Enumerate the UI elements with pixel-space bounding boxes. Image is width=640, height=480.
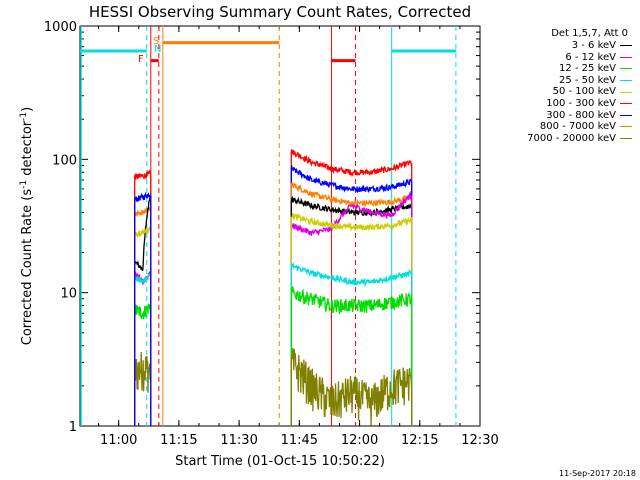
- legend-label: 25 - 50 keV: [558, 74, 616, 86]
- legend-swatch: [620, 91, 632, 93]
- flag-bars: [80, 41, 456, 63]
- series-1-1: [290, 164, 413, 426]
- legend-entry: 12 - 25 keV: [484, 63, 632, 75]
- series-layer: [134, 149, 413, 426]
- plot-frame: [79, 25, 481, 427]
- series-0-3: [134, 192, 152, 426]
- x-tick-label-6: 12:30: [461, 433, 498, 448]
- legend-label: 300 - 800 keV: [546, 109, 616, 121]
- legend-swatch: [620, 114, 632, 116]
- series-1-4: [290, 190, 413, 426]
- legend-swatch: [620, 80, 632, 82]
- x-tick-label-1: 11:15: [160, 433, 197, 448]
- chart-title: HESSI Observing Summary Count Rates, Cor…: [89, 3, 471, 21]
- x-tick-label-4: 12:00: [341, 433, 378, 448]
- series-0-6: [134, 303, 152, 426]
- legend-swatch: [620, 138, 632, 140]
- series-1-3: [290, 195, 413, 426]
- legend-entry: 25 - 50 keV: [484, 75, 632, 87]
- legend-label: 800 - 7000 keV: [539, 121, 616, 133]
- legend-label: 12 - 25 keV: [558, 63, 616, 75]
- series-1-7: [290, 285, 413, 426]
- y-tick-label-0: 1: [69, 420, 77, 435]
- flag-letter-f: F: [138, 54, 144, 65]
- x-tick-label-3: 11:45: [281, 433, 318, 448]
- series-1-8: [290, 347, 413, 426]
- series-0-8: [134, 191, 152, 426]
- series-1-0: [290, 149, 413, 426]
- y-tick-label-2: 100: [52, 153, 77, 168]
- legend-label: 3 - 6 keV: [571, 40, 616, 51]
- y-axis-label-sup2: -1: [19, 112, 29, 121]
- series-0-1: [134, 351, 152, 426]
- series-0-0: [134, 207, 152, 426]
- x-tick-label-0: 11:00: [100, 433, 137, 448]
- series-1-5: [290, 212, 413, 426]
- y-axis-label-base: Corrected Count Rate (s: [20, 189, 35, 346]
- legend-entry: 6 - 12 keV: [484, 52, 632, 64]
- x-tick-label-2: 11:30: [220, 433, 257, 448]
- y-axis-label: Corrected Count Rate (s-1 detector-1): [19, 107, 35, 345]
- legend-entry: 300 - 800 keV: [484, 110, 632, 122]
- series-1-2: [290, 181, 413, 426]
- series-0-7: [134, 169, 152, 426]
- legend-entry: 7000 - 20000 keV: [484, 133, 632, 145]
- y-axis-label-sup1: -1: [19, 180, 29, 189]
- legend-swatch: [620, 126, 632, 128]
- legend-swatch: [620, 68, 632, 70]
- x-axis-label: Start Time (01-Oct-15 10:50:22): [175, 454, 385, 469]
- legend-entries: 3 - 6 keV 6 - 12 keV 12 - 25 keV 25 - 50 ke…: [484, 40, 632, 144]
- series-0-4: [134, 272, 152, 426]
- y-axis: 1 10 100 1000: [44, 20, 480, 435]
- legend-label: 50 - 100 keV: [552, 86, 616, 98]
- legend-entry: 800 - 7000 keV: [484, 121, 632, 133]
- legend-entry: 50 - 100 keV: [484, 86, 632, 98]
- y-axis-label-end: ): [20, 107, 35, 112]
- legend: Det 1,5,7, Att 0 3 - 6 keV 6 - 12 keV 12 -…: [484, 28, 632, 144]
- series-0-5: [134, 226, 152, 426]
- legend-title: Det 1,5,7, Att 0: [551, 28, 628, 39]
- legend-swatch: [620, 56, 632, 58]
- y-tick-label-1: 10: [60, 287, 77, 302]
- y-tick-label-3: 1000: [44, 20, 77, 35]
- y-axis-label-mid: detector: [20, 120, 35, 180]
- x-axis: 11:00 11:15 11:30 11:45 12:00 12:15 12:30: [98, 26, 499, 448]
- series-1-6: [290, 262, 413, 426]
- x-tick-label-5: 12:15: [401, 433, 438, 448]
- flag-letter-n: N: [154, 44, 161, 55]
- legend-label: 100 - 300 keV: [546, 97, 616, 109]
- flag-letter-s: S: [153, 36, 159, 47]
- legend-entry: 3 - 6 keV: [484, 40, 632, 52]
- series-0-2: [134, 271, 152, 426]
- legend-swatch: [620, 45, 632, 47]
- legend-label: 7000 - 20000 keV: [527, 132, 616, 144]
- timestamp: 11-Sep-2017 20:18: [559, 469, 636, 478]
- legend-swatch: [620, 103, 632, 105]
- legend-entry: 100 - 300 keV: [484, 98, 632, 110]
- legend-label: 6 - 12 keV: [565, 51, 616, 63]
